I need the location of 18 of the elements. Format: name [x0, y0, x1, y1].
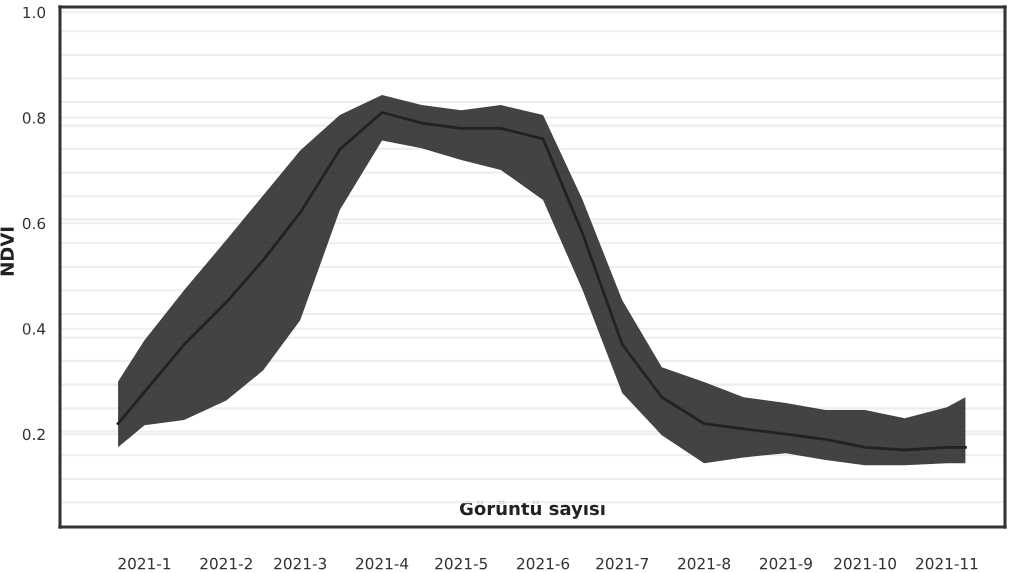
y-axis-title: NDVI	[0, 227, 14, 276]
x-tick-label: 2021-3	[274, 557, 327, 570]
x-tick-label: 2021-7	[596, 557, 648, 570]
x-tick-label: 2021-9	[759, 557, 812, 570]
x-tick-label: 2021-1	[118, 557, 171, 570]
y-tick-label: 0.2	[22, 428, 45, 441]
y-tick-label: 0.8	[22, 112, 46, 124]
x-tick-label: 2021-5	[435, 557, 487, 570]
x-tick-label: 2021-8	[678, 557, 731, 570]
x-axis-title: Görüntü sayısı	[459, 501, 605, 519]
y-tick-label: 1.0	[23, 6, 46, 19]
x-tick-label: 2021-11	[916, 557, 978, 570]
x-tick-label: 2021-6	[517, 557, 570, 570]
y-tick-label: 0.4	[22, 323, 46, 335]
y-tick-label: 0.6	[22, 217, 46, 230]
x-tick-label: 2021-2	[200, 557, 252, 570]
x-tick-label: 2021-10	[834, 557, 896, 570]
x-tick-label: 2021-4	[356, 557, 409, 570]
